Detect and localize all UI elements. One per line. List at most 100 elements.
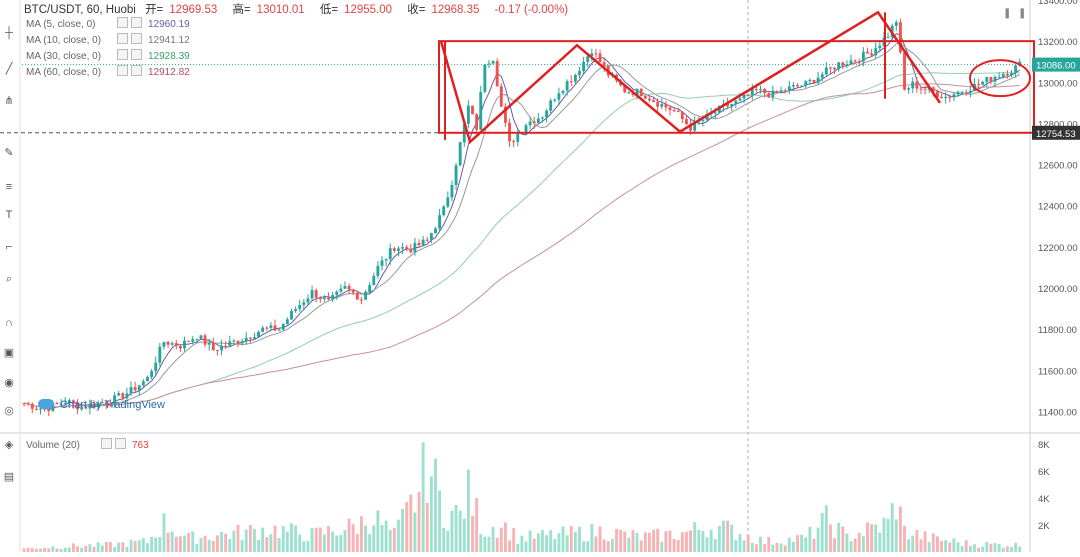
volume-legend[interactable]: Volume (20) 763 <box>26 438 149 451</box>
volume-bar <box>833 538 837 552</box>
pitchfork-icon[interactable]: ⋔ <box>4 95 14 107</box>
magnet-icon[interactable]: ∩ <box>5 317 13 329</box>
volume-bar <box>787 537 791 552</box>
lock-icon[interactable]: ▣ <box>3 347 15 359</box>
volume-bar <box>265 537 269 552</box>
volume-bar <box>598 526 602 552</box>
tradingview-watermark[interactable]: Chart by TradingView <box>38 399 165 411</box>
candle-body <box>417 242 421 246</box>
candle-body <box>76 402 79 410</box>
pause-icon[interactable]: ❚ <box>1003 8 1012 19</box>
volume-bar <box>730 524 734 552</box>
candle-body <box>578 71 581 75</box>
volume-bar <box>672 539 676 552</box>
candle-body <box>808 79 812 82</box>
candle-body <box>438 215 442 229</box>
pause-icon[interactable]: ❚ <box>1018 8 1027 19</box>
zoom-icon[interactable]: ⌕ <box>5 273 13 285</box>
trash-icon[interactable]: ▤ <box>3 471 15 483</box>
eye-icon[interactable]: ◉ <box>4 377 14 389</box>
candle-body <box>989 76 993 82</box>
volume-bar <box>685 531 688 552</box>
volume-bar <box>944 540 948 552</box>
brush-icon[interactable]: ✎ <box>4 147 14 159</box>
ma10-legend[interactable]: MA (10, close, 0) 12941.12 <box>26 33 190 46</box>
volume-bar <box>96 542 100 552</box>
candle-body <box>158 346 162 363</box>
volume-bar <box>63 547 67 552</box>
text-icon[interactable]: T <box>5 209 13 221</box>
eye-icon[interactable]: ◎ <box>4 405 14 417</box>
candle-body <box>643 96 647 99</box>
candle-body <box>968 91 972 93</box>
volume-bar <box>627 537 631 552</box>
layers-icon[interactable]: ◈ <box>4 439 14 451</box>
price-tick-label: 11800.00 <box>1038 325 1077 336</box>
ruler-icon[interactable]: ⌐ <box>5 241 13 253</box>
volume-bar <box>483 536 487 552</box>
volume-bar <box>874 524 878 552</box>
candle-body <box>981 81 985 85</box>
volume-bar <box>392 527 396 552</box>
volume-bar <box>397 519 400 552</box>
volume-bar <box>109 541 112 552</box>
candle-body <box>401 247 405 249</box>
candle-body <box>915 81 919 89</box>
candle-body <box>397 248 400 251</box>
settings-icon[interactable] <box>117 65 128 76</box>
volume-bar <box>220 531 223 552</box>
candle-body <box>898 22 902 53</box>
volume-bar <box>857 532 861 552</box>
close-value: 12968.35 <box>431 4 480 16</box>
volume-bar <box>993 543 997 552</box>
candle-body <box>405 247 409 249</box>
volume-bar <box>911 535 915 552</box>
candle-body <box>647 98 651 101</box>
volume-bar <box>923 531 927 552</box>
candle-body <box>150 371 154 378</box>
trendline-icon[interactable]: ╱ <box>5 63 13 75</box>
volume-bar <box>1005 546 1009 552</box>
volume-bar <box>853 538 857 552</box>
ma5-legend[interactable]: MA (5, close, 0) 12960.19 <box>26 17 190 30</box>
close-icon[interactable] <box>115 438 126 449</box>
volume-bar <box>269 534 273 552</box>
volume-bar <box>71 543 75 552</box>
crosshair-icon[interactable]: ┼ <box>5 27 13 39</box>
fib-icon[interactable]: ≡ <box>5 181 13 193</box>
candle-body <box>240 341 244 344</box>
settings-icon[interactable] <box>101 438 112 449</box>
ma60-legend[interactable]: MA (60, close, 0) 12912.82 <box>26 65 190 78</box>
candle-body <box>668 107 672 111</box>
volume-bar <box>808 526 812 552</box>
close-icon[interactable] <box>131 17 142 28</box>
volume-bar <box>578 526 581 552</box>
settings-icon[interactable] <box>117 33 128 44</box>
ma30-legend[interactable]: MA (30, close, 0) 12928.39 <box>26 49 190 62</box>
candle-body <box>80 407 84 410</box>
close-icon[interactable] <box>131 33 142 44</box>
volume-bar <box>343 530 347 552</box>
candle-body <box>84 407 88 409</box>
volume-bar <box>88 544 92 552</box>
candle-body <box>1014 65 1018 74</box>
volume-bar <box>861 536 865 552</box>
volume-bar <box>294 525 298 552</box>
candle-body <box>499 86 503 107</box>
volume-bar <box>931 533 935 552</box>
candle-body <box>800 85 804 87</box>
close-icon[interactable] <box>131 49 142 60</box>
volume-bar <box>960 545 964 552</box>
candle-body <box>993 76 997 82</box>
symbol-label[interactable]: BTC/USDT, 60, Huobi <box>24 4 136 16</box>
settings-icon[interactable] <box>117 49 128 60</box>
volume-bar <box>754 544 758 552</box>
candle-body <box>726 103 730 107</box>
close-icon[interactable] <box>131 65 142 76</box>
volume-bar <box>438 490 442 552</box>
candle-body <box>359 299 363 301</box>
settings-icon[interactable] <box>117 17 128 28</box>
candle-body <box>907 88 911 90</box>
volume-bar <box>549 530 553 552</box>
volume-bar <box>907 539 911 552</box>
